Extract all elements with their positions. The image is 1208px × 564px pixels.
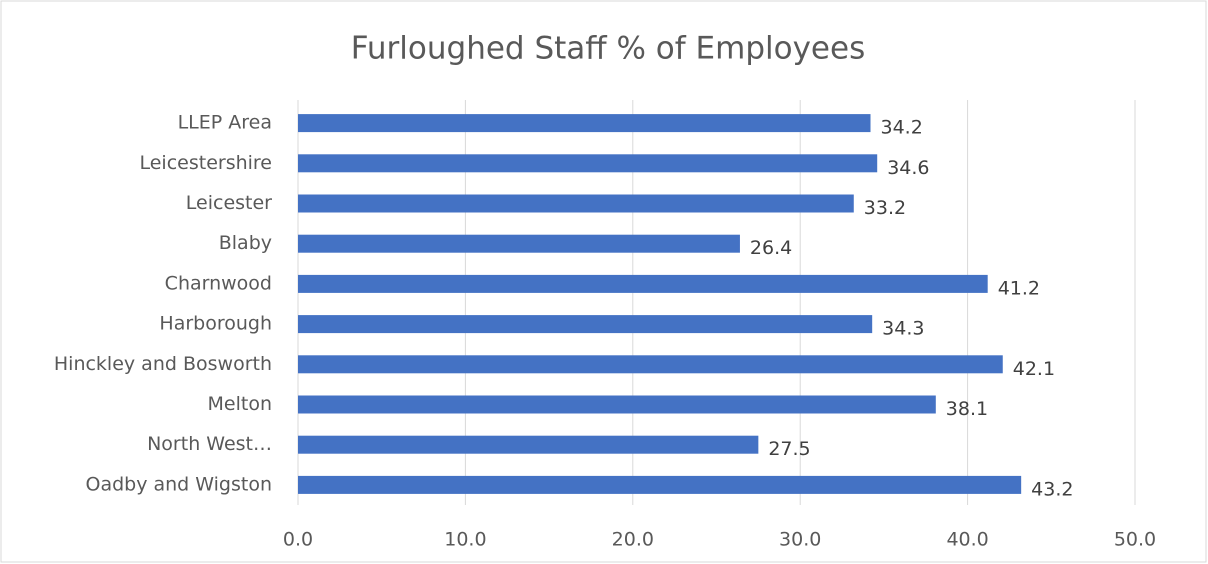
y-tick-label: LLEP Area	[178, 112, 272, 134]
y-tick-label: Leicestershire	[139, 152, 272, 174]
data-label: 34.3	[882, 318, 924, 340]
bar	[298, 435, 759, 454]
y-tick-label: Charnwood	[165, 272, 272, 294]
bar	[298, 315, 873, 334]
x-tick-label: 0.0	[283, 529, 313, 551]
y-tick-label: Harborough	[159, 313, 272, 335]
bar	[298, 355, 1003, 374]
x-tick-label: 50.0	[1114, 529, 1156, 551]
data-label: 27.5	[768, 438, 810, 460]
y-tick-label: Oadby and Wigston	[85, 473, 272, 495]
bar	[298, 274, 988, 293]
bar	[298, 114, 871, 133]
data-label: 38.1	[946, 398, 988, 420]
y-tick-label: Melton	[208, 393, 272, 415]
data-label: 42.1	[1013, 358, 1055, 380]
x-tick-label: 40.0	[946, 529, 988, 551]
y-tick-label: Leicester	[186, 192, 272, 214]
x-tick-label: 20.0	[612, 529, 654, 551]
data-label: 34.6	[887, 157, 929, 179]
x-tick-label: 30.0	[779, 529, 821, 551]
data-label: 26.4	[750, 237, 792, 259]
bar	[298, 234, 740, 253]
data-label: 34.2	[881, 117, 923, 139]
y-tick-label: North West…	[147, 433, 272, 455]
chart-title: Furloughed Staff % of Employees	[351, 31, 865, 67]
bar	[298, 395, 936, 414]
data-label: 33.2	[864, 197, 906, 219]
x-tick-label: 10.0	[444, 529, 486, 551]
bar	[298, 194, 854, 213]
data-label: 41.2	[998, 277, 1040, 299]
bar	[298, 475, 1022, 494]
data-label: 43.2	[1031, 478, 1073, 500]
y-tick-label: Blaby	[219, 232, 272, 254]
y-tick-label: Hinckley and Bosworth	[54, 353, 272, 375]
bar	[298, 154, 878, 173]
